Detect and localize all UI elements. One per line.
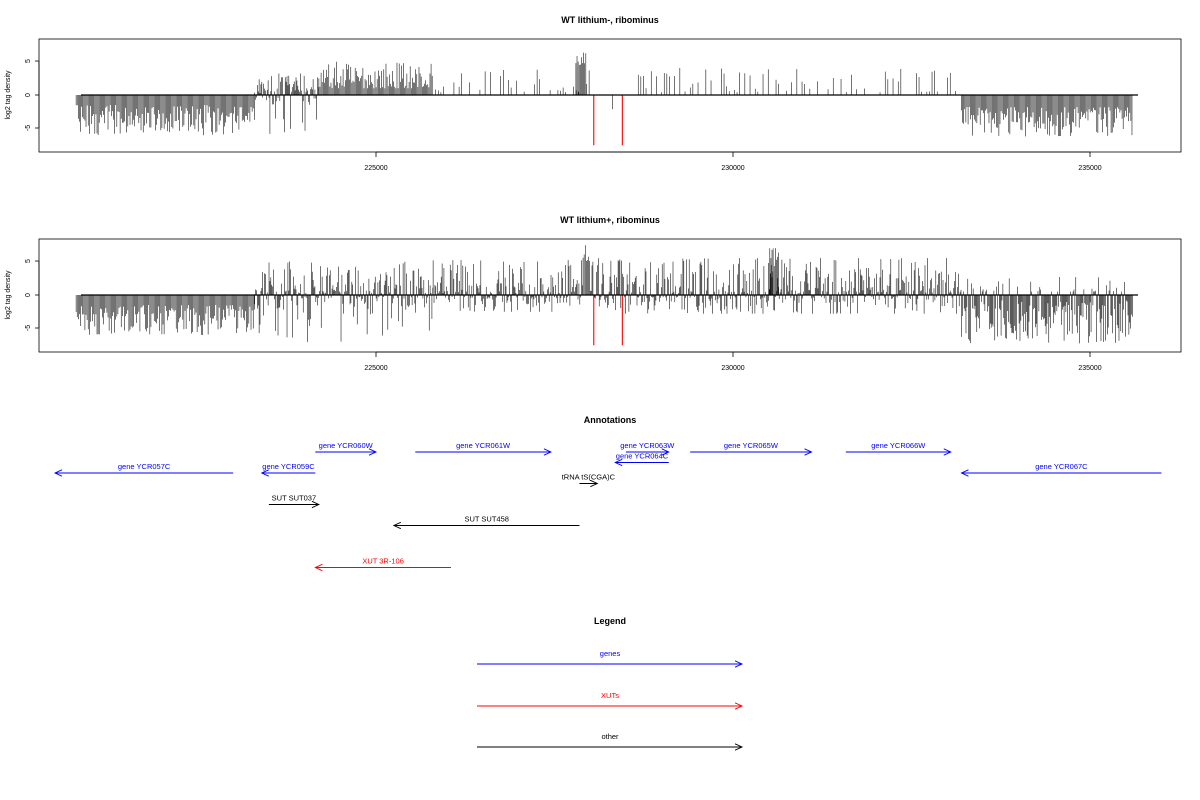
panel-1-highlight-bars <box>593 95 623 146</box>
panel-1-y-tick-label-0: 0 <box>25 93 32 97</box>
panel-2-y-tick-label-0: 0 <box>25 293 32 297</box>
annotations-title: Annotations <box>584 415 637 425</box>
annotation-arrow <box>625 448 670 456</box>
legend-title: Legend <box>594 616 626 626</box>
annotation-arrow <box>260 469 316 477</box>
panel-2-y-tick-label-neg5: -5 <box>25 325 32 331</box>
legend-panel: Legend genes XUTs other <box>477 616 744 751</box>
annotation-arrow <box>392 521 580 530</box>
panel-2-y-tick-label-5: 5 <box>25 259 32 263</box>
legend-entries: genes XUTs other <box>477 649 744 751</box>
annotation-label: tRNA tS(CGA)C <box>562 473 616 482</box>
panel-1-x-tick-label-225000: 225000 <box>364 165 387 172</box>
annotation-label: gene YCR057C <box>118 462 171 471</box>
annotation-label: SUT SUT037 <box>272 494 316 503</box>
panel-2-y-label: log2 tag density <box>5 270 12 320</box>
annotation-arrow <box>415 448 553 456</box>
annotation-arrow <box>614 458 669 467</box>
legend-label: other <box>601 732 619 741</box>
panel-1-y-tick-label-neg5: -5 <box>25 125 32 131</box>
legend-arrow <box>477 660 744 668</box>
annotation-arrow <box>315 448 378 456</box>
annotation-label: gene YCR066W <box>871 441 926 450</box>
panel-2-title: WT lithium+, ribominus <box>560 215 660 225</box>
panel-1-density-bars <box>75 52 1133 137</box>
annotation-label: gene YCR061W <box>456 441 511 450</box>
annotation-label: gene YCR059C <box>262 462 315 471</box>
annotation-label: gene YCR060W <box>319 441 374 450</box>
panel-1-y-tick-label-5: 5 <box>25 59 32 63</box>
annotation-arrow <box>579 479 599 488</box>
legend-label: genes <box>600 649 621 658</box>
panel-2-x-tick-label-235000: 235000 <box>1078 365 1101 372</box>
annotation-label: XUT 3R-106 <box>362 557 404 566</box>
panel-1-x-tick-label-230000: 230000 <box>721 165 744 172</box>
panel-2-x-tick-label-225000: 225000 <box>364 365 387 372</box>
annotation-label: gene YCR064C <box>616 452 669 461</box>
panel-2-highlight-bars <box>593 295 623 346</box>
annotation-arrow <box>690 448 813 456</box>
legend-label: XUTs <box>601 691 619 700</box>
annotation-label: SUT SUT458 <box>464 515 508 524</box>
annotation-label: gene YCR063W <box>620 441 675 450</box>
legend-arrow <box>477 702 744 710</box>
annotations-panel: Annotations gene YCR057C gene YCR059Cgene… <box>53 415 1162 572</box>
panel-1-title: WT lithium-, ribominus <box>561 15 659 25</box>
annotation-arrow <box>268 500 320 509</box>
panel-2-x-tick-label-230000: 230000 <box>721 365 744 372</box>
panel-1: WT lithium-, ribominus -5 0 5 log2 tag d… <box>5 15 1182 172</box>
annotation-label: gene YCR065W <box>724 441 779 450</box>
panel-2-density-bars <box>75 245 1133 344</box>
annotation-arrow <box>845 448 952 456</box>
panel-2: WT lithium+, ribominus -5 0 5 log2 tag d… <box>5 215 1182 372</box>
annotation-label: gene YCR067C <box>1035 462 1088 471</box>
annotation-arrow <box>53 469 234 477</box>
annotation-arrows: gene YCR057C gene YCR059C gene YCR060W gene… <box>53 441 1162 572</box>
annotation-arrow <box>314 563 451 572</box>
panel-1-y-label: log2 tag density <box>5 70 12 120</box>
legend-arrow <box>477 743 744 751</box>
panel-1-x-tick-label-235000: 235000 <box>1078 165 1101 172</box>
annotation-arrow <box>960 469 1162 477</box>
